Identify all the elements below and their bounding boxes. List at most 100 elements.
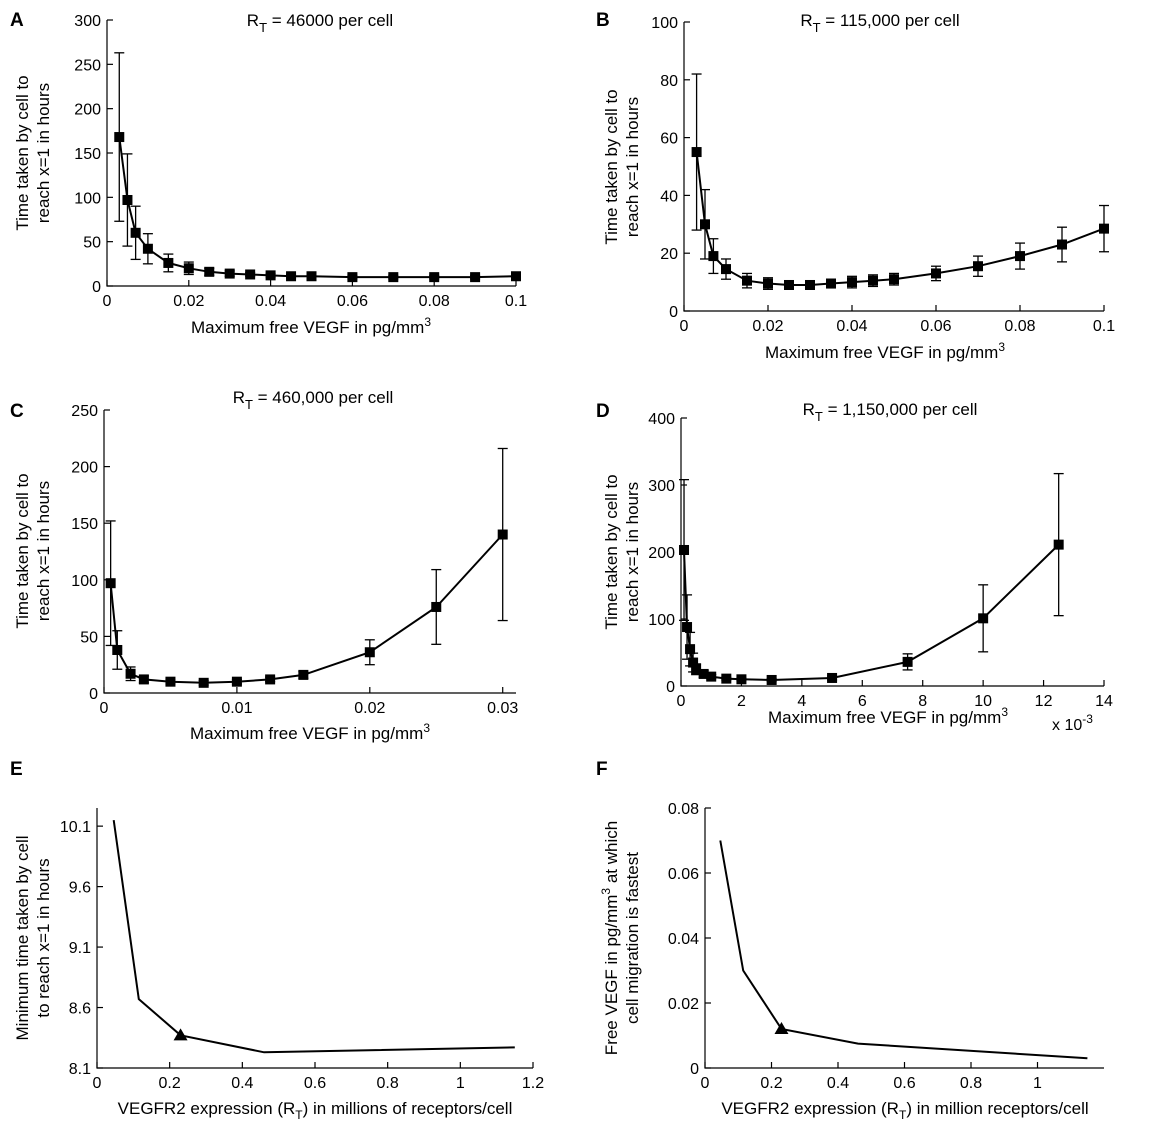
y-tick-label-a: 150 <box>74 146 101 163</box>
y-tick-label-d: 0 <box>666 679 675 696</box>
y-tick-label-b: 40 <box>660 188 678 205</box>
x-tick-label-c: 0.01 <box>221 700 252 717</box>
data-point-d <box>685 644 696 655</box>
x-tick-label-b: 0.02 <box>752 318 783 335</box>
data-point-b <box>708 251 719 262</box>
data-point-d <box>698 668 709 679</box>
x-axis-label-e: VEGFR2 expression (RT) in millions of re… <box>118 1099 513 1122</box>
x-tick-label-d: 12 <box>1035 693 1053 710</box>
x-tick-label-a: 0.1 <box>505 293 527 310</box>
y-axis-label-f: Free VEGF in pg/mm3 at which cell migrati… <box>599 821 642 1055</box>
data-point-c <box>125 668 136 679</box>
data-point-d <box>688 657 699 668</box>
data-point-d <box>766 674 777 685</box>
x-tick-label-d: 4 <box>797 693 806 710</box>
data-point-b <box>691 147 702 158</box>
data-point-a <box>388 272 399 283</box>
y-tick-label-c: 200 <box>71 460 98 477</box>
data-point-b <box>1099 223 1109 234</box>
data-point-a <box>511 271 521 282</box>
y-tick-label-c: 0 <box>89 686 98 703</box>
y-tick-label-b: 100 <box>651 15 678 32</box>
data-point-d <box>679 544 690 555</box>
y-tick-label-f: 0.02 <box>668 996 699 1013</box>
chart-title-c: RT = 460,000 per cell <box>233 388 394 412</box>
y-axis-label-d: Time taken by cell to reach x=1 in hours <box>602 474 642 629</box>
y-axis-label-c: Time taken by cell to reach x=1 in hours <box>13 473 53 628</box>
data-point-d <box>827 672 838 683</box>
data-point-b <box>973 261 983 272</box>
chart-title-b: RT = 115,000 per cell <box>800 11 959 35</box>
series-line-d <box>683 543 1060 682</box>
y-tick-label-e: 9.1 <box>69 940 91 957</box>
data-point-c <box>265 674 276 685</box>
x-tick-label-d: 2 <box>737 693 746 710</box>
y-tick-label-a: 300 <box>74 13 101 30</box>
x-tick-label-a: 0.08 <box>419 293 450 310</box>
axes-frame-d <box>680 418 1104 687</box>
x-tick-label-b: 0.1 <box>1093 318 1115 335</box>
y-tick-label-b: 60 <box>660 131 678 148</box>
y-tick-label-a: 0 <box>92 279 101 296</box>
data-point-b <box>721 264 731 275</box>
y-tick-label-b: 80 <box>660 73 678 90</box>
y-axis-label-e: Minimum time taken by cell to reach x=1 i… <box>13 835 53 1040</box>
y-tick-label-e: 10.1 <box>60 819 91 836</box>
x-tick-label-b: 0.04 <box>836 318 867 335</box>
series-line-c <box>109 533 504 684</box>
series-line-a <box>118 136 517 279</box>
x-tick-label-e: 0.8 <box>377 1075 399 1092</box>
series-line-e <box>112 819 515 1054</box>
data-point-c <box>165 676 176 687</box>
y-tick-label-f: 0 <box>690 1061 699 1078</box>
x-tick-label-e: 0.4 <box>231 1075 253 1092</box>
panel-f: F 0 0.2 0.4 0.6 0.8 1 0 0.02 0.04 0.06 0.08 VEGFR2 e… <box>596 759 1104 1122</box>
y-axis-label-a: Time taken by cell to reach x=1 in hours <box>13 75 53 230</box>
data-point-a <box>163 257 174 268</box>
y-tick-label-a: 100 <box>74 190 101 207</box>
data-point-c <box>198 677 209 688</box>
data-point-d <box>721 673 732 684</box>
x-tick-label-a: 0 <box>103 293 112 310</box>
x-tick-label-e: 1.2 <box>522 1075 544 1092</box>
panel-b: B RT = 115,000 per cell 0 0.02 0.04 0.06 0.08 0… <box>596 10 1115 362</box>
data-point-c <box>298 669 309 680</box>
data-point-b <box>847 277 857 288</box>
panel-d: D RT = 1,150,000 per cell 0 2 4 6 8 10 12 14 0 100 2… <box>596 400 1113 734</box>
axes-frame-f <box>704 808 1104 1069</box>
x-tick-label-d: 8 <box>918 693 927 710</box>
data-point-d <box>691 664 702 675</box>
y-tick-label-c: 250 <box>71 403 98 420</box>
x-tick-label-f: 0.8 <box>960 1075 982 1092</box>
data-point-a <box>265 270 276 281</box>
axes-frame-c <box>103 410 516 694</box>
data-point-a <box>204 266 215 277</box>
y-axis-label-b: Time taken by cell to reach x=1 in hours <box>602 89 642 244</box>
y-tick-label-c: 100 <box>71 573 98 590</box>
data-point-a <box>245 269 256 280</box>
data-point-d <box>902 656 913 667</box>
x-axis-label-d: Maximum free VEGF in pg/mm3 <box>768 705 1008 727</box>
data-point-c <box>112 644 123 655</box>
chart-title-d: RT = 1,150,000 per cell <box>803 400 978 424</box>
data-point-a <box>224 268 235 279</box>
data-point-b <box>1015 251 1025 262</box>
x-exponent-label-d: x 10-3 <box>1052 712 1093 734</box>
y-tick-label-f: 0.04 <box>668 931 699 948</box>
data-point-c <box>231 676 242 687</box>
x-tick-label-a: 0.02 <box>173 293 204 310</box>
y-tick-label-a: 50 <box>83 235 101 252</box>
chart-title-a: RT = 46000 per cell <box>247 11 393 35</box>
data-point-b <box>742 275 752 286</box>
x-tick-label-c: 0.03 <box>487 700 518 717</box>
x-tick-label-e: 0.6 <box>304 1075 326 1092</box>
panel-label-b: B <box>596 10 610 31</box>
y-tick-label-f: 0.08 <box>668 801 699 818</box>
data-point-c <box>431 601 442 612</box>
x-tick-label-d: 10 <box>974 693 992 710</box>
panel-label-d: D <box>596 401 610 422</box>
data-point-b <box>700 219 710 230</box>
highlight-point-e <box>173 1028 188 1041</box>
data-point-a <box>142 243 153 254</box>
